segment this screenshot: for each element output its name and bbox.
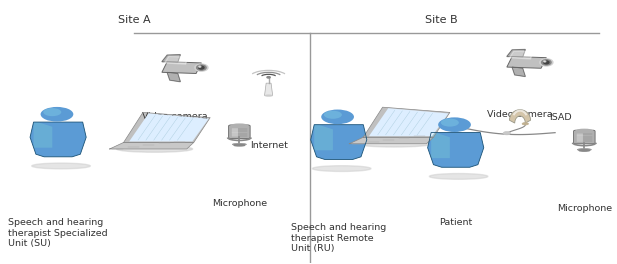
Ellipse shape bbox=[579, 150, 589, 151]
Polygon shape bbox=[428, 133, 484, 167]
Text: Site B: Site B bbox=[424, 15, 457, 25]
Circle shape bbox=[438, 117, 471, 132]
FancyBboxPatch shape bbox=[229, 125, 250, 139]
Text: Speech and hearing
therapist Specialized
Unit (SU): Speech and hearing therapist Specialized… bbox=[8, 218, 108, 248]
Circle shape bbox=[43, 108, 61, 116]
Ellipse shape bbox=[540, 59, 553, 66]
Ellipse shape bbox=[117, 146, 193, 152]
Circle shape bbox=[267, 77, 270, 78]
Text: Site A: Site A bbox=[118, 15, 151, 25]
Ellipse shape bbox=[544, 61, 546, 62]
Ellipse shape bbox=[522, 122, 528, 125]
Polygon shape bbox=[512, 67, 525, 77]
Ellipse shape bbox=[197, 65, 206, 70]
Polygon shape bbox=[162, 62, 201, 73]
Circle shape bbox=[321, 110, 354, 124]
Ellipse shape bbox=[231, 124, 248, 128]
Circle shape bbox=[441, 119, 459, 127]
Ellipse shape bbox=[576, 129, 593, 133]
Polygon shape bbox=[510, 51, 533, 59]
Ellipse shape bbox=[356, 140, 433, 147]
Ellipse shape bbox=[32, 163, 90, 169]
Ellipse shape bbox=[542, 60, 551, 65]
Text: Video camera: Video camera bbox=[487, 110, 553, 119]
Polygon shape bbox=[507, 49, 525, 57]
Polygon shape bbox=[167, 72, 180, 82]
Ellipse shape bbox=[233, 143, 246, 145]
Polygon shape bbox=[165, 56, 188, 64]
FancyBboxPatch shape bbox=[232, 128, 238, 137]
Ellipse shape bbox=[578, 149, 591, 151]
Circle shape bbox=[41, 107, 73, 121]
Polygon shape bbox=[507, 56, 546, 68]
Ellipse shape bbox=[429, 173, 488, 179]
Text: Patient: Patient bbox=[439, 218, 473, 227]
Polygon shape bbox=[129, 114, 209, 142]
Ellipse shape bbox=[312, 166, 371, 171]
Ellipse shape bbox=[544, 61, 549, 64]
FancyBboxPatch shape bbox=[574, 130, 595, 144]
Circle shape bbox=[503, 131, 510, 135]
Polygon shape bbox=[369, 108, 449, 136]
Polygon shape bbox=[349, 137, 434, 144]
Text: ISAD: ISAD bbox=[549, 113, 572, 122]
Polygon shape bbox=[110, 143, 194, 149]
Ellipse shape bbox=[195, 64, 208, 71]
Polygon shape bbox=[311, 125, 367, 159]
Circle shape bbox=[324, 111, 342, 119]
Text: Microphone: Microphone bbox=[557, 204, 612, 213]
Polygon shape bbox=[33, 122, 52, 148]
FancyBboxPatch shape bbox=[577, 133, 583, 142]
Polygon shape bbox=[30, 122, 86, 157]
Text: Video camera: Video camera bbox=[143, 112, 208, 121]
Text: Speech and hearing
therapist Remote
Unit (RU): Speech and hearing therapist Remote Unit… bbox=[291, 223, 386, 253]
Polygon shape bbox=[314, 125, 333, 150]
Text: Internet: Internet bbox=[250, 141, 288, 150]
Polygon shape bbox=[162, 55, 180, 62]
Ellipse shape bbox=[199, 66, 204, 69]
Text: Microphone: Microphone bbox=[212, 199, 267, 208]
Polygon shape bbox=[431, 133, 450, 158]
Polygon shape bbox=[510, 110, 531, 123]
Polygon shape bbox=[265, 83, 273, 96]
Polygon shape bbox=[363, 107, 450, 137]
Ellipse shape bbox=[265, 95, 273, 96]
Ellipse shape bbox=[234, 144, 244, 146]
Polygon shape bbox=[123, 112, 210, 143]
Ellipse shape bbox=[199, 66, 201, 67]
